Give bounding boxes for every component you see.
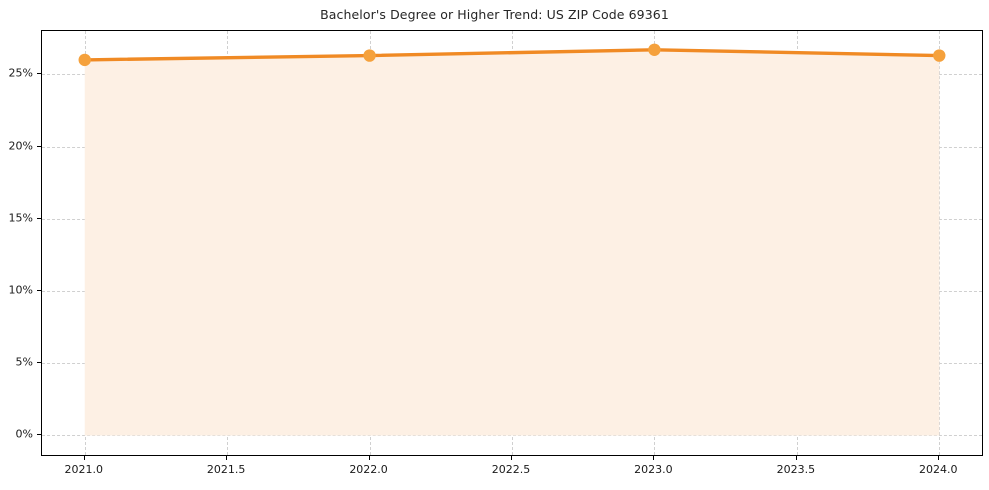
x-tick-mark	[653, 456, 655, 460]
series-markers	[78, 43, 946, 67]
data-point-2021	[78, 53, 91, 67]
y-tick-label: 0%	[15, 427, 33, 441]
x-tick-label: 2021.5	[206, 463, 246, 476]
y-tick-mark	[37, 290, 41, 292]
chart-title: Bachelor's Degree or Higher Trend: US ZI…	[320, 7, 669, 22]
y-tick-mark	[37, 217, 41, 219]
data-point-2023	[648, 43, 661, 56]
gridline-x-2024.0	[939, 31, 941, 455]
series-line	[83, 48, 941, 62]
x-tick-mark	[83, 456, 85, 460]
y-tick-label: 20%	[8, 139, 33, 153]
x-tick-label: 2022.0	[349, 463, 388, 476]
y-tick-mark	[37, 73, 41, 75]
x-tick-mark	[226, 456, 228, 460]
x-tick-mark	[938, 456, 940, 460]
y-tick-label: 25%	[8, 66, 33, 80]
y-tick-label: 10%	[8, 283, 33, 297]
series-area-fill	[84, 49, 940, 436]
x-tick-mark	[368, 456, 370, 460]
x-tick-label: 2023.5	[776, 463, 816, 476]
y-tick-label: 15%	[8, 211, 33, 225]
x-tick-label: 2022.5	[491, 463, 531, 476]
y-tick-label: 5%	[15, 355, 33, 369]
x-tick-mark	[511, 456, 512, 460]
x-tick-label: 2023.0	[634, 463, 673, 476]
data-point-2022	[363, 49, 376, 62]
y-tick-mark	[37, 145, 41, 147]
data-point-2024	[933, 49, 946, 62]
plot-area	[41, 30, 983, 456]
plot-inner	[42, 31, 982, 455]
x-tick-label: 2021.0	[64, 463, 103, 476]
x-tick-mark	[795, 456, 797, 460]
x-tick-label: 2024.0	[919, 463, 958, 476]
y-tick-mark	[37, 362, 41, 364]
y-tick-mark	[37, 434, 41, 436]
series-line-chart	[78, 43, 946, 436]
